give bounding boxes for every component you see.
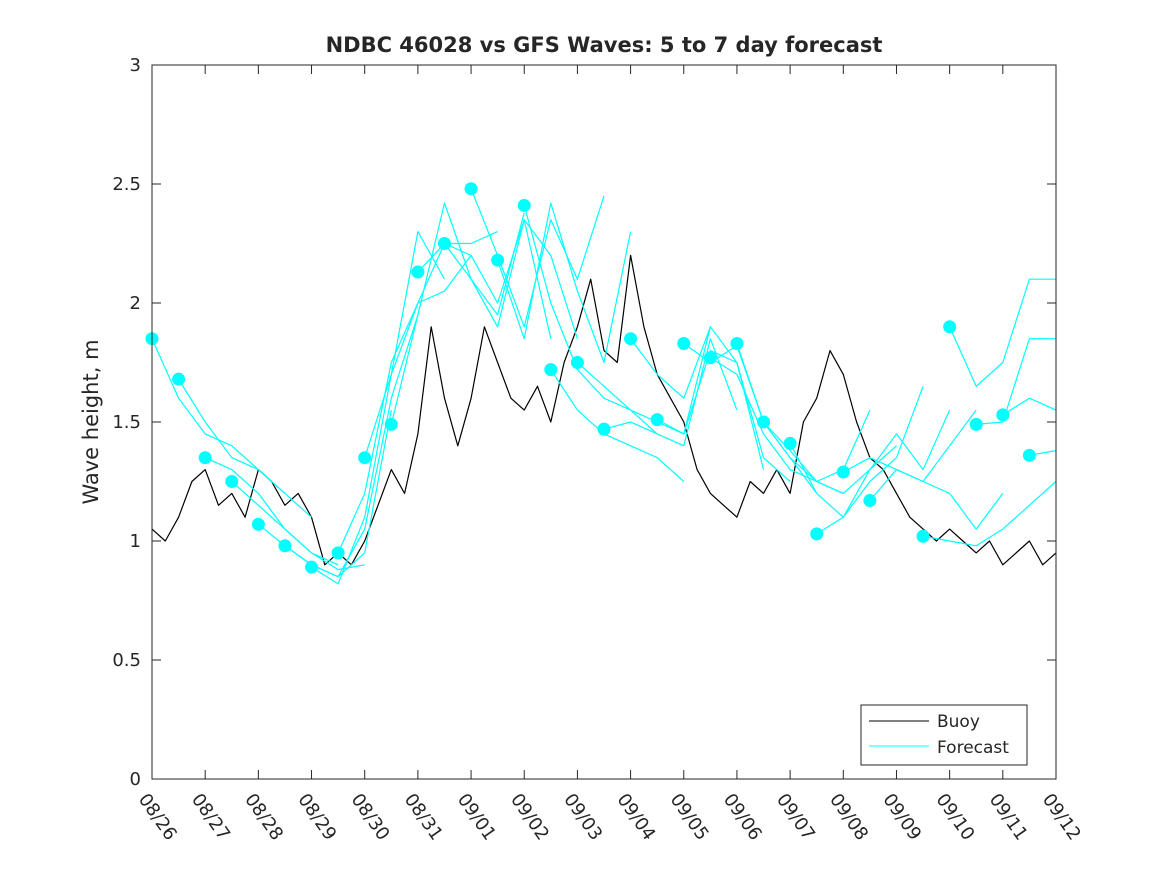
forecast-run-line [337, 255, 472, 554]
plot-area [145, 182, 1057, 585]
forecast-start-point [597, 422, 611, 436]
forecast-start-point [384, 417, 398, 431]
forecast-start-point [943, 320, 957, 334]
y-tick-label: 0.5 [112, 650, 141, 671]
forecast-run-line [204, 457, 339, 566]
y-axis: 0 0.5 1 1.5 2 2.5 3 [112, 55, 1056, 790]
forecast-start-point [677, 336, 691, 350]
forecast-run-line [949, 278, 1056, 387]
buoy-series [151, 254, 1057, 566]
forecast-run-line [550, 369, 685, 482]
forecast-run-line [976, 338, 1056, 425]
y-tick-label: 2 [130, 293, 141, 314]
forecast-run-line [364, 231, 498, 458]
forecast-start-point [863, 494, 877, 508]
forecast-run-line [603, 338, 738, 447]
forecast-run-line [311, 231, 446, 585]
forecast-start-point [544, 363, 558, 377]
forecast-start-point [969, 417, 983, 431]
y-tick-label: 1.5 [112, 412, 141, 433]
forecast-start-point [225, 475, 239, 488]
forecast-start-point [624, 332, 638, 346]
legend-label-forecast: Forecast [937, 738, 1009, 758]
forecast-start-markers [145, 182, 1036, 574]
forecast-run-line [1002, 397, 1057, 416]
forecast-start-point [836, 465, 850, 479]
legend-box [860, 704, 1028, 766]
forecast-run-line [869, 469, 1004, 530]
forecast-start-point [996, 408, 1010, 422]
y-axis-label: Wave height, m [79, 339, 103, 504]
forecast-series [151, 188, 1057, 585]
forecast-start-point [757, 415, 771, 429]
forecast-run-line [284, 314, 419, 578]
forecast-start-point [491, 253, 505, 267]
legend: Buoy Forecast [860, 704, 1028, 766]
forecast-start-point [730, 336, 744, 350]
forecast-run-line [576, 326, 711, 435]
chart-title: NDBC 46028 vs GFS Waves: 5 to 7 day fore… [326, 33, 883, 57]
forecast-start-point [570, 356, 584, 369]
y-tick-label: 2.5 [112, 174, 141, 195]
forecast-run-line [497, 202, 632, 364]
forecast-run-line [390, 202, 525, 425]
buoy-line [151, 254, 1057, 566]
forecast-start-point [172, 372, 186, 386]
forecast-run-line [444, 219, 578, 339]
forecast-start-point [198, 451, 212, 465]
forecast-run-line [656, 350, 791, 482]
forecast-start-point [517, 198, 531, 212]
forecast-start-point [810, 527, 824, 541]
forecast-run-line [922, 481, 1057, 547]
forecast-start-point [411, 265, 425, 279]
forecast-start-point [1022, 448, 1036, 462]
forecast-start-point [464, 182, 478, 196]
forecast-run-line [789, 386, 924, 518]
forecast-start-point [331, 546, 345, 560]
forecast-run-line [523, 205, 658, 435]
forecast-start-point [703, 351, 717, 365]
y-tick-label: 1 [130, 531, 141, 552]
forecast-start-point [783, 436, 797, 450]
forecast-start-point [358, 451, 372, 465]
legend-label-buoy: Buoy [937, 712, 980, 732]
forecast-run-line [178, 378, 312, 518]
y-tick-label: 0 [130, 769, 141, 790]
forecast-start-point [251, 517, 265, 531]
forecast-start-point [305, 560, 319, 574]
forecast-start-point [650, 413, 664, 427]
forecast-start-point [437, 237, 451, 250]
forecast-start-point [278, 539, 292, 553]
forecast-run-line [816, 409, 951, 535]
y-tick-label: 3 [130, 55, 141, 76]
forecast-start-point [916, 529, 930, 543]
